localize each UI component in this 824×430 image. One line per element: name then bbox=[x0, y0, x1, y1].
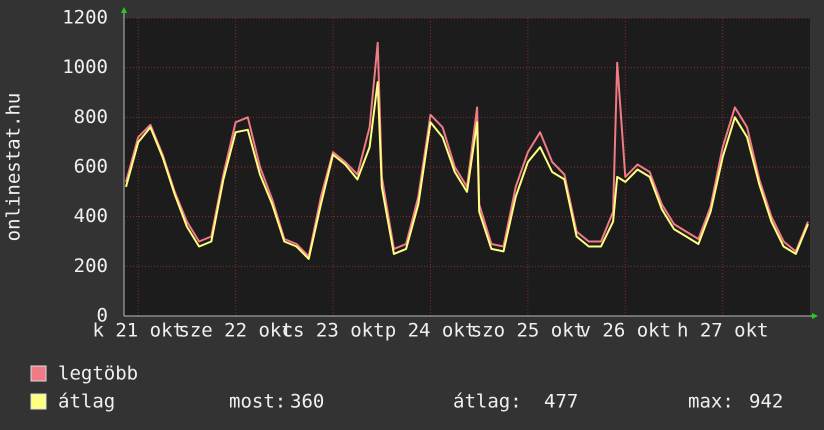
stat-label: átlag: bbox=[453, 391, 522, 413]
stat-value: 942 bbox=[749, 391, 783, 413]
x-tick-label: cs 23 okt bbox=[282, 320, 385, 342]
legend-swatch bbox=[30, 393, 47, 410]
series-line bbox=[125, 81, 809, 260]
y-tick-label: 1000 bbox=[62, 56, 108, 78]
x-tick-label: v 26 okt bbox=[580, 320, 672, 342]
y-tick-label: 1200 bbox=[62, 7, 108, 29]
x-tick-label: h 27 okt bbox=[677, 320, 769, 342]
y-tick-label: 600 bbox=[74, 156, 108, 178]
x-tick-label: szo 25 okt bbox=[471, 320, 585, 342]
legend-label: átlag bbox=[58, 391, 115, 413]
stat-value: 477 bbox=[544, 391, 578, 413]
y-tick-label: 800 bbox=[74, 106, 108, 128]
stat-value: 360 bbox=[290, 391, 324, 413]
y-axis-label: onlinestat.hu bbox=[3, 93, 25, 242]
x-tick-label: sze 22 okt bbox=[178, 320, 292, 342]
x-arrow bbox=[812, 313, 818, 319]
x-tick-label: p 24 okt bbox=[385, 320, 477, 342]
x-tick-label: k 21 okt bbox=[92, 320, 184, 342]
y-tick-label: 400 bbox=[74, 205, 108, 227]
series bbox=[125, 41, 809, 260]
y-arrow bbox=[121, 7, 127, 13]
stat-label: most: bbox=[229, 391, 286, 413]
series-line bbox=[125, 41, 809, 258]
stat-label: max: bbox=[688, 391, 734, 413]
y-tick-label: 200 bbox=[74, 255, 108, 277]
legend-label: legtöbb bbox=[58, 363, 138, 385]
y-tick-label: 0 bbox=[97, 305, 108, 327]
legend-swatch bbox=[30, 365, 47, 382]
